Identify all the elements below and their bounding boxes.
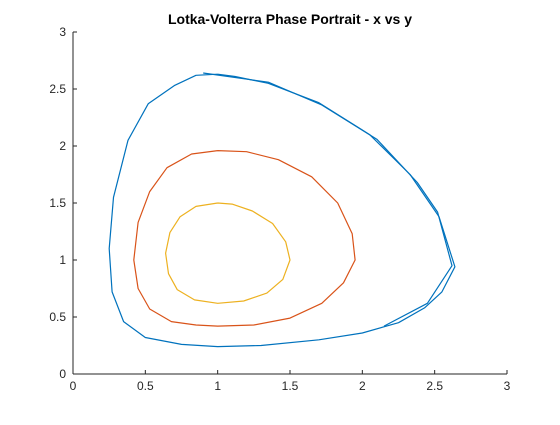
- y-tick-label: 1.5: [49, 196, 66, 210]
- y-tick-label: 1: [59, 253, 66, 267]
- series-layer: [108, 72, 456, 348]
- x-tick-label: 0: [70, 379, 77, 393]
- series-line-orbit-3: [165, 202, 291, 304]
- x-tick-label: 0.5: [137, 379, 154, 393]
- series-line-orbit-1-overlap: [203, 72, 453, 327]
- axes-layer: 0 0.5 1 1.5 2 2.5 3 0 0.5 1 1.5 2 2.5 3: [49, 25, 510, 393]
- x-tick-label: 2.5: [426, 379, 443, 393]
- chart-title: Lotka-Volterra Phase Portrait - x vs y: [168, 11, 412, 27]
- x-tick-label: 2: [359, 379, 366, 393]
- plot-area: [73, 32, 507, 374]
- series-line-orbit-1: [108, 73, 456, 348]
- y-tick-label: 3: [59, 25, 66, 39]
- x-tick-label: 1: [214, 379, 221, 393]
- y-tick-label: 0.5: [49, 310, 66, 324]
- series-line-orbit-2: [133, 150, 356, 327]
- x-tick-label: 3: [504, 379, 511, 393]
- y-tick-label: 2.5: [49, 82, 66, 96]
- y-tick-label: 2: [59, 139, 66, 153]
- x-tick-label: 1.5: [282, 379, 299, 393]
- y-tick-label: 0: [59, 367, 66, 381]
